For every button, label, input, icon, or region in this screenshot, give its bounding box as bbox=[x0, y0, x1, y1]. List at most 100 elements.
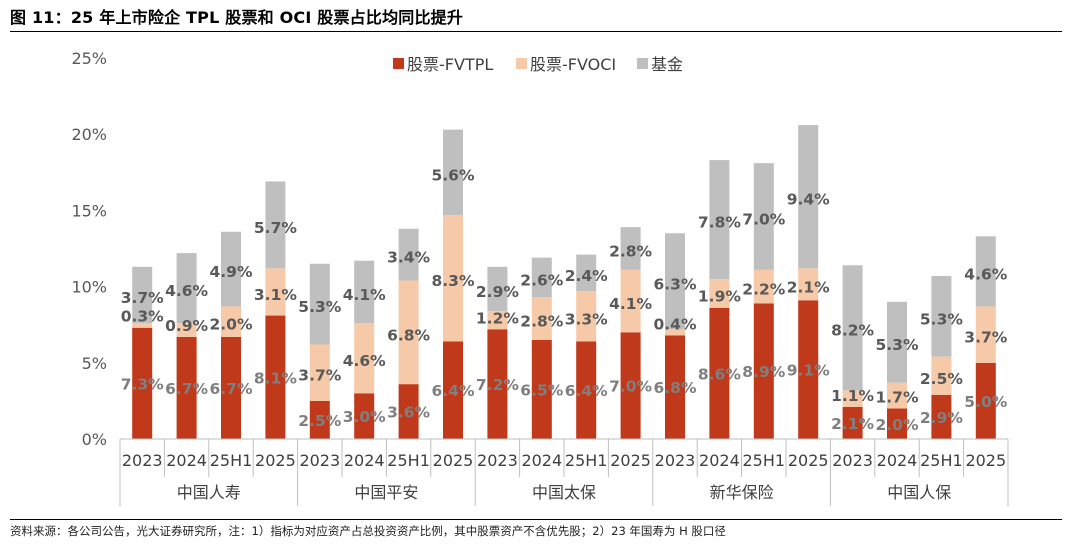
bar-segment bbox=[576, 254, 597, 292]
x-tick-label: 2024 bbox=[521, 451, 562, 470]
data-label: 5.3% bbox=[876, 336, 919, 354]
bar-segment bbox=[354, 323, 375, 394]
data-label: 3.6% bbox=[387, 404, 430, 422]
legend-swatch bbox=[637, 58, 648, 69]
data-label: 6.4% bbox=[432, 382, 475, 400]
bar-segment bbox=[176, 253, 197, 324]
bar-segment bbox=[975, 306, 996, 363]
bar-segment bbox=[398, 228, 419, 281]
data-label: 2.1% bbox=[831, 415, 874, 433]
x-tick-label: 25H1 bbox=[387, 451, 430, 470]
x-tick-label: 2025 bbox=[433, 451, 474, 470]
group-label: 中国人保 bbox=[887, 483, 951, 502]
data-label: 4.1% bbox=[609, 295, 652, 313]
x-tick-label: 2023 bbox=[477, 451, 518, 470]
data-label: 3.0% bbox=[343, 408, 386, 426]
data-label: 8.6% bbox=[698, 365, 741, 383]
bar-segment bbox=[398, 384, 419, 439]
data-label: 5.3% bbox=[920, 310, 963, 328]
bar-segment bbox=[887, 408, 907, 439]
data-label: 6.8% bbox=[654, 379, 697, 397]
bar-segment bbox=[531, 257, 552, 298]
x-tick-label: 2024 bbox=[166, 451, 207, 470]
y-tick-label: 25% bbox=[71, 49, 107, 68]
bar-segment bbox=[354, 260, 375, 324]
data-label: 2.5% bbox=[920, 370, 963, 388]
x-tick-label: 2023 bbox=[832, 451, 873, 470]
bar-segment bbox=[842, 265, 863, 391]
x-tick-label: 2024 bbox=[344, 451, 385, 470]
group-label: 中国人寿 bbox=[177, 483, 241, 502]
bar-segment bbox=[265, 268, 286, 316]
data-label: 2.2% bbox=[742, 281, 785, 299]
x-tick-label: 2023 bbox=[299, 451, 340, 470]
bar-segment bbox=[665, 329, 685, 336]
data-label: 3.7% bbox=[964, 329, 1007, 347]
legend-swatch bbox=[393, 58, 404, 69]
data-label: 2.6% bbox=[520, 271, 563, 289]
data-label: 5.0% bbox=[964, 393, 1007, 411]
data-label: 1.9% bbox=[698, 287, 741, 305]
data-label: 2.9% bbox=[476, 283, 519, 301]
bar-segment bbox=[531, 297, 552, 340]
bar-segment bbox=[798, 300, 819, 439]
figure-footnote: 资料来源：各公司公告，光大证券研究所，注：1）指标为对应资产占总投资资产比例，其… bbox=[10, 524, 726, 538]
footnote-rule bbox=[10, 519, 1062, 520]
data-label: 3.7% bbox=[121, 289, 164, 307]
bar-segment bbox=[221, 231, 241, 307]
bar-segment bbox=[753, 269, 774, 304]
x-tick-label: 25H1 bbox=[743, 451, 786, 470]
x-tick-label: 25H1 bbox=[565, 451, 608, 470]
data-label: 7.8% bbox=[698, 214, 741, 232]
bar-segment bbox=[487, 266, 508, 311]
bar-segment bbox=[975, 236, 996, 307]
title-rule bbox=[10, 31, 1062, 32]
bar-segment bbox=[798, 268, 819, 301]
data-label: 2.1% bbox=[787, 278, 830, 296]
bar-segment bbox=[975, 362, 996, 439]
bar-segment bbox=[709, 278, 730, 308]
data-label: 7.2% bbox=[476, 376, 519, 394]
data-label: 2.0% bbox=[210, 316, 253, 334]
bar-segment bbox=[842, 406, 863, 439]
legend-label: 股票-FVTPL bbox=[407, 55, 493, 74]
bar-segment bbox=[221, 306, 241, 337]
group-label: 中国太保 bbox=[532, 483, 596, 502]
data-label: 8.9% bbox=[742, 363, 785, 381]
data-label: 4.9% bbox=[210, 263, 253, 281]
x-tick-label: 25H1 bbox=[210, 451, 253, 470]
bar-segment bbox=[309, 263, 330, 345]
data-label: 5.3% bbox=[298, 298, 341, 316]
bar-segment bbox=[620, 269, 641, 333]
bar-segment bbox=[398, 280, 419, 385]
bar-segment bbox=[354, 393, 375, 439]
legend-label: 基金 bbox=[651, 55, 683, 74]
y-tick-label: 15% bbox=[71, 201, 107, 220]
bar-segment bbox=[576, 291, 597, 342]
data-label: 0.9% bbox=[165, 317, 208, 335]
y-tick-label: 5% bbox=[82, 354, 107, 373]
x-tick-label: 2025 bbox=[610, 451, 651, 470]
x-tick-label: 2024 bbox=[877, 451, 918, 470]
bar-segment bbox=[176, 336, 197, 439]
bar-segment bbox=[132, 266, 153, 324]
bar-segment bbox=[132, 327, 153, 439]
data-label: 2.0% bbox=[876, 416, 919, 434]
x-tick-label: 2025 bbox=[255, 451, 296, 470]
bar-segment bbox=[221, 336, 241, 439]
figure-title: 图 11：25 年上市险企 TPL 股票和 OCI 股票占比均同比提升 bbox=[10, 8, 464, 27]
data-label: 8.1% bbox=[254, 369, 297, 387]
x-tick-label: 2023 bbox=[655, 451, 696, 470]
data-label: 6.8% bbox=[387, 326, 430, 344]
group-label: 中国平安 bbox=[354, 483, 418, 502]
bar-segment bbox=[709, 160, 730, 279]
bar-segment bbox=[443, 341, 463, 439]
bar-segment bbox=[665, 335, 685, 439]
data-label: 3.7% bbox=[298, 367, 341, 385]
bar-segment bbox=[709, 307, 730, 439]
data-label: 7.3% bbox=[121, 375, 164, 393]
data-label: 4.6% bbox=[964, 265, 1007, 283]
data-label: 0.4% bbox=[654, 315, 697, 333]
bar-segment bbox=[798, 125, 819, 269]
